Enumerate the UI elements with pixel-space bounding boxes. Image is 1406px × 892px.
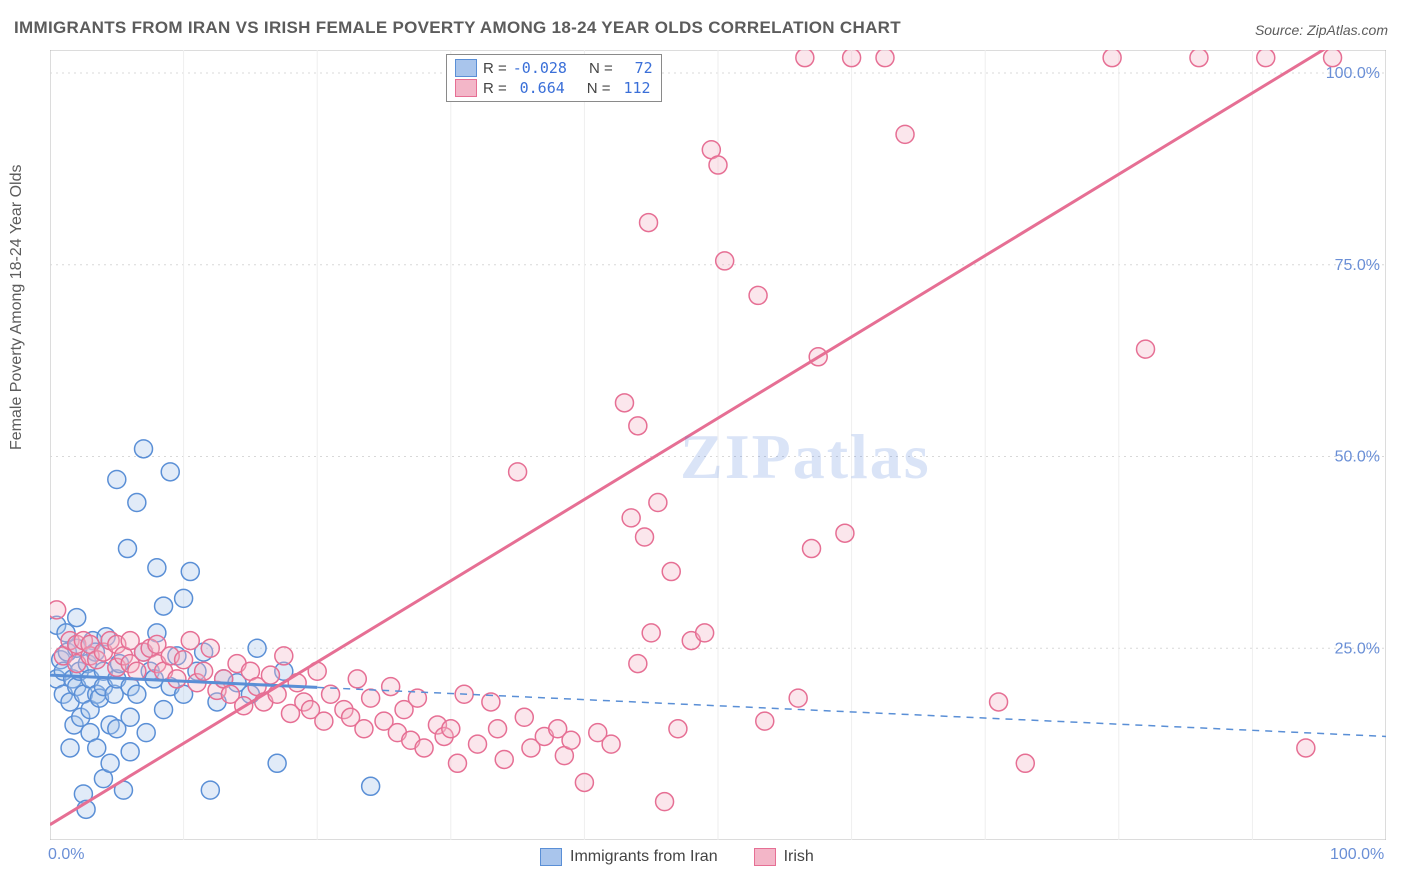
legend-row: R = 0.664 N = 112 (455, 79, 653, 97)
series-legend: Immigrants from Iran Irish (540, 848, 842, 866)
legend-n-label: N = (587, 80, 611, 97)
chart-plot-area: 25.0% 50.0% 75.0% 100.0% (50, 50, 1390, 850)
source-attribution: Source: ZipAtlas.com (1255, 22, 1388, 38)
legend-swatch-icon (455, 59, 477, 77)
x-axis-tick-min: 0.0% (48, 846, 84, 864)
series-swatch-icon (540, 848, 562, 866)
svg-text:75.0%: 75.0% (1335, 257, 1380, 274)
legend-swatch-icon (455, 79, 477, 97)
legend-n-value: 72 (619, 59, 653, 77)
correlation-legend: R =-0.028N =72R = 0.664N =112 (446, 54, 662, 102)
legend-r-label: R = (483, 60, 507, 77)
legend-n-label: N = (589, 60, 613, 77)
legend-row: R = -0.028 N = 72 (455, 59, 653, 77)
svg-text:25.0%: 25.0% (1335, 640, 1380, 657)
legend-n-value: 112 (617, 79, 651, 97)
series-swatch-icon (754, 848, 776, 866)
legend-r-value: 0.664 (513, 79, 565, 97)
scatter-chart-svg: 25.0% 50.0% 75.0% 100.0% (50, 50, 1386, 840)
series-label: Immigrants from Iran (570, 848, 718, 866)
series-label: Irish (784, 848, 814, 866)
x-axis-tick-max: 100.0% (1330, 846, 1384, 864)
y-axis-label: Female Poverty Among 18-24 Year Olds (8, 165, 26, 451)
svg-text:50.0%: 50.0% (1335, 449, 1380, 466)
chart-title: IMMIGRANTS FROM IRAN VS IRISH FEMALE POV… (14, 18, 901, 38)
legend-r-label: R = (483, 80, 507, 97)
svg-text:100.0%: 100.0% (1326, 65, 1380, 82)
legend-r-value: -0.028 (513, 59, 567, 77)
